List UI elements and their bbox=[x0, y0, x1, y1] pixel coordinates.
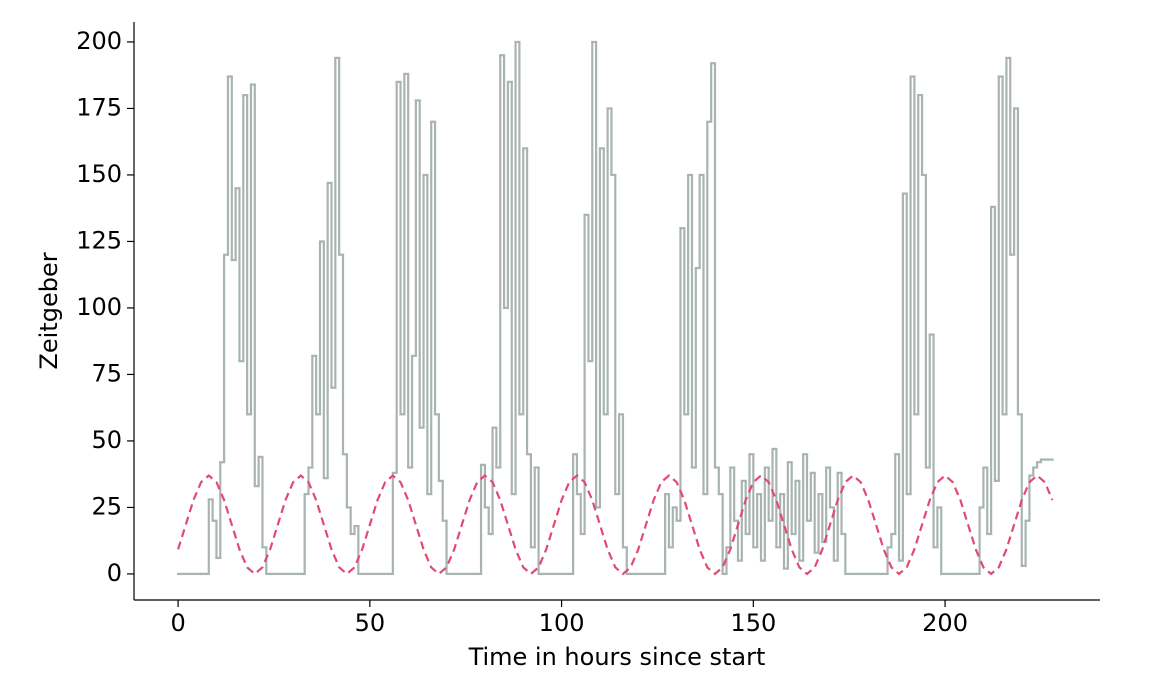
y-tick-label: 175 bbox=[76, 93, 122, 121]
y-tick-label: 125 bbox=[76, 226, 122, 254]
x-tick-label: 100 bbox=[539, 609, 585, 637]
y-axis-label: Zeitgeber bbox=[35, 252, 63, 369]
y-tick-label: 75 bbox=[91, 359, 122, 387]
x-tick-label: 200 bbox=[922, 609, 968, 637]
line-series bbox=[177, 474, 1054, 576]
y-tick-label: 25 bbox=[91, 492, 122, 520]
x-axis-label: Time in hours since start bbox=[468, 643, 766, 671]
y-tick-label: 100 bbox=[76, 293, 122, 321]
y-tick-label: 150 bbox=[76, 160, 122, 188]
y-tick-label: 200 bbox=[76, 27, 122, 55]
y-tick-label: 0 bbox=[107, 559, 122, 587]
x-tick-label: 0 bbox=[170, 609, 185, 637]
y-tick-label: 50 bbox=[91, 426, 122, 454]
x-tick-label: 50 bbox=[355, 609, 386, 637]
x-tick-label: 150 bbox=[730, 609, 776, 637]
